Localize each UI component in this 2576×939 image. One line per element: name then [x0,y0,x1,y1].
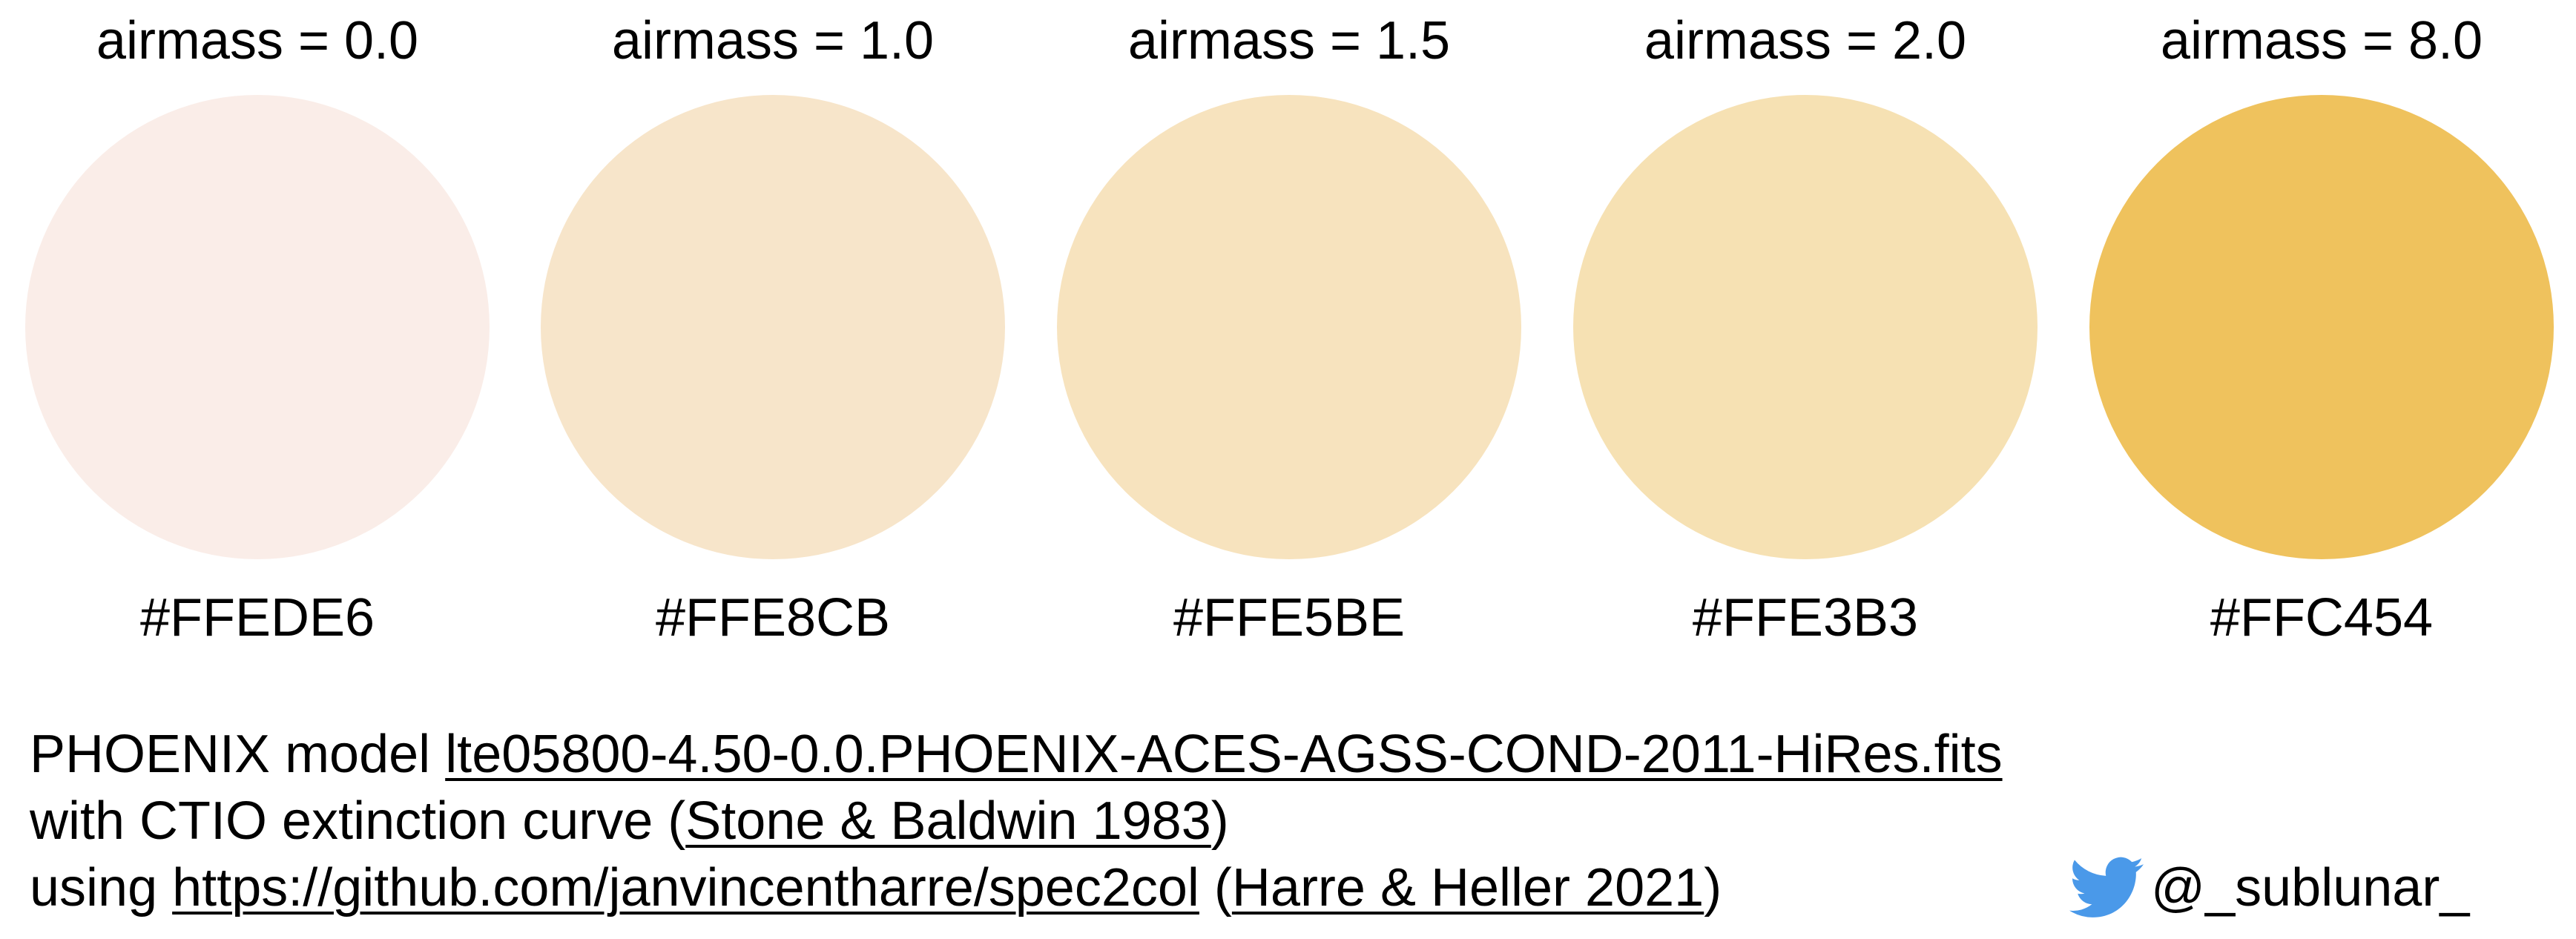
model-file-link[interactable]: lte05800-4.50-0.0.PHOENIX-ACES-AGSS-COND… [445,725,2003,784]
hex-code: #FFC454 [2210,588,2434,648]
airmass-swatch-row: airmass = 0.0 #FFEDE6 airmass = 1.0 #FFE… [20,0,2559,668]
swatch-airmass-8: airmass = 8.0 #FFC454 [2084,0,2559,668]
swatch-airmass-2: airmass = 2.0 #FFE3B3 [1568,0,2043,668]
swatch-airmass-0: airmass = 0.0 #FFEDE6 [20,0,495,668]
author-handle: @_sublunar_ [2151,858,2470,917]
caption-line-extinction: with CTIO extinction curve (Stone & Bald… [30,788,1229,854]
caption-text: PHOENIX model [30,725,446,784]
color-circle [2089,95,2554,559]
caption-text: ) [1210,791,1229,851]
hex-code: #FFEDE6 [139,588,375,648]
color-circle [1057,95,1521,559]
color-circle [1573,95,2038,559]
hex-code: #FFE8CB [655,588,891,648]
swatch-label: airmass = 8.0 [2160,11,2483,70]
swatch-label: airmass = 1.0 [611,11,935,70]
author-credit[interactable]: @_sublunar_ [2069,854,2469,921]
color-circle [541,95,1005,559]
caption-text: using [30,858,173,917]
swatch-airmass-1-5: airmass = 1.5 #FFE5BE [1052,0,1526,668]
caption-line-tool: using https://github.com/janvincentharre… [30,854,1722,921]
caption-text: ) [1704,858,1722,917]
swatch-label: airmass = 0.0 [96,11,419,70]
swatch-label: airmass = 2.0 [1644,11,1967,70]
caption-text: with CTIO extinction curve ( [30,791,686,851]
extinction-reference-link[interactable]: Stone & Baldwin 1983 [685,791,1211,851]
caption-line-model: PHOENIX model lte05800-4.50-0.0.PHOENIX-… [30,721,2003,788]
twitter-bird-shape [2069,857,2144,917]
swatch-airmass-1: airmass = 1.0 #FFE8CB [536,0,1010,668]
color-circle [25,95,490,559]
tool-reference-link[interactable]: Harre & Heller 2021 [1231,858,1704,917]
repo-url-link[interactable]: https://github.com/janvincentharre/spec2… [172,858,1199,917]
hex-code: #FFE3B3 [1692,588,1919,648]
hex-code: #FFE5BE [1173,588,1406,648]
twitter-bird-icon [2069,857,2144,917]
swatch-label: airmass = 1.5 [1127,11,1451,70]
caption-text: ( [1199,858,1232,917]
